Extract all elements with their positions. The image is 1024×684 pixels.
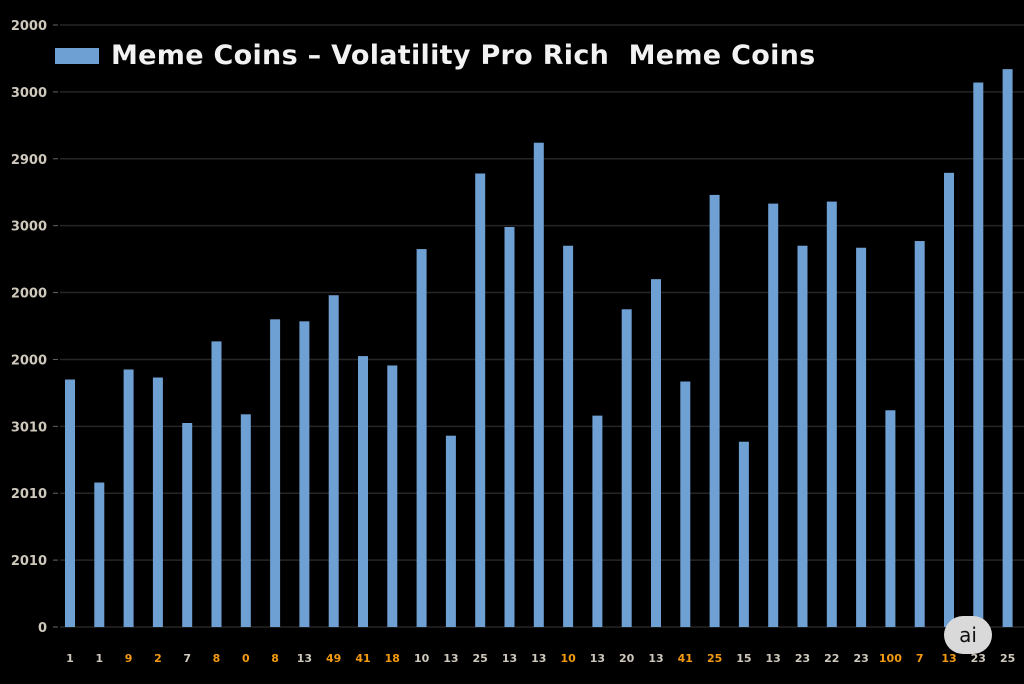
x-tick-label: 10 — [414, 652, 430, 665]
bar — [416, 249, 427, 628]
x-tick-label: 2 — [154, 652, 162, 665]
bar — [533, 142, 544, 628]
x-tick-label: 7 — [183, 652, 191, 665]
x-tick-label: 13 — [941, 652, 956, 665]
x-tick-label: 100 — [879, 652, 902, 665]
y-tick-label: 3000 — [11, 220, 47, 235]
bar — [94, 482, 105, 627]
x-tick-label: 13 — [648, 652, 663, 665]
bar — [973, 82, 984, 628]
y-tick-label: 2000 — [11, 287, 47, 302]
bar — [944, 172, 954, 627]
y-tick-label: 2000 — [11, 19, 47, 34]
bar — [592, 415, 603, 627]
x-tick-label: 18 — [385, 652, 400, 665]
bar — [621, 309, 632, 627]
x-tick-label: 0 — [242, 652, 250, 665]
bar — [856, 247, 867, 628]
x-tick-label: 41 — [355, 652, 370, 665]
y-tick-label: 3000 — [11, 86, 47, 101]
bar — [182, 422, 193, 627]
x-tick-label: 25 — [1000, 652, 1015, 665]
bar — [299, 321, 310, 627]
x-tick-label: 13 — [590, 652, 605, 665]
bar — [1002, 69, 1013, 627]
bar — [123, 369, 134, 627]
bar — [65, 379, 75, 627]
bar — [914, 241, 925, 627]
x-tick-label: 9 — [125, 652, 133, 665]
bar — [709, 194, 720, 628]
x-tick-label: 41 — [678, 652, 693, 665]
chart-title: Meme Coins – Volatility Pro Rich Meme Co… — [111, 40, 816, 71]
y-tick-label: 2010 — [11, 554, 47, 569]
x-tick-label: 20 — [619, 652, 635, 665]
bar — [152, 377, 163, 627]
bar — [826, 201, 837, 627]
bar — [797, 245, 808, 627]
x-tick-label: 23 — [795, 652, 810, 665]
bar — [240, 414, 251, 627]
x-tick-label: 13 — [443, 652, 458, 665]
bar — [211, 341, 222, 627]
x-tick-label: 13 — [766, 652, 781, 665]
bar — [387, 365, 398, 627]
x-tick-label: 25 — [707, 652, 722, 665]
x-tick-label: 13 — [531, 652, 546, 665]
y-tick-label: 2010 — [11, 487, 47, 502]
y-tick-label: 2900 — [11, 153, 47, 168]
x-tick-label: 7 — [916, 652, 924, 665]
x-tick-label: 13 — [297, 652, 312, 665]
x-tick-label: 13 — [502, 652, 517, 665]
y-tick-label: 2000 — [11, 353, 47, 368]
bar — [563, 245, 574, 627]
bar — [445, 435, 456, 627]
y-tick-label: 0 — [38, 621, 47, 636]
x-tick-label: 1 — [95, 652, 103, 665]
x-tick-label: 10 — [560, 652, 576, 665]
y-tick-label: 3010 — [11, 420, 47, 435]
bar — [328, 295, 339, 627]
bar — [680, 381, 691, 627]
x-tick-label: 15 — [736, 652, 751, 665]
bar — [270, 319, 281, 627]
x-tick-label: 49 — [326, 652, 341, 665]
bar — [768, 203, 779, 628]
bar — [358, 356, 368, 627]
x-tick-label: 22 — [824, 652, 839, 665]
bar — [738, 441, 749, 627]
x-tick-label: 8 — [271, 652, 279, 665]
bar — [651, 279, 661, 627]
chart-legend: Meme Coins – Volatility Pro Rich Meme Co… — [55, 40, 816, 71]
x-tick-label: 25 — [473, 652, 488, 665]
legend-swatch — [55, 47, 99, 64]
x-tick-label: 23 — [853, 652, 868, 665]
x-tick-label: 23 — [971, 652, 986, 665]
bar — [885, 410, 896, 627]
bar — [475, 173, 486, 627]
ai-badge[interactable]: ai — [944, 616, 992, 654]
bar — [504, 227, 515, 627]
x-tick-label: 1 — [66, 652, 74, 665]
x-tick-label: 8 — [213, 652, 221, 665]
